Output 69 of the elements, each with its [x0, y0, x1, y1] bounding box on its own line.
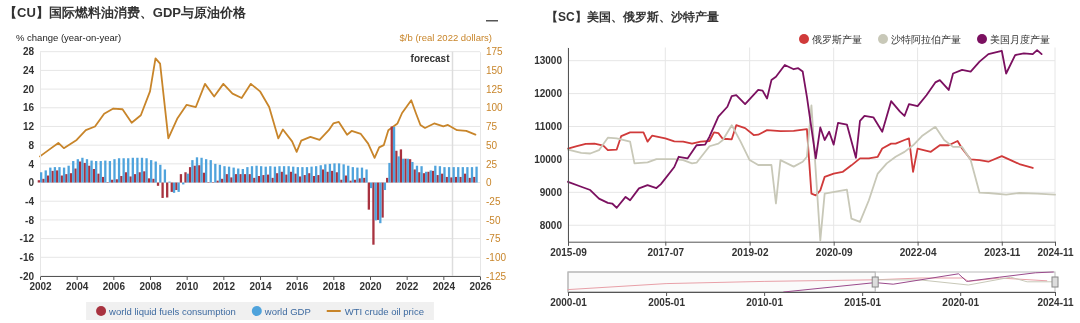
- y-tick-label: 28: [22, 46, 35, 58]
- x-tick-label: 2023-11: [984, 246, 1021, 258]
- x-tick-label: 2004: [66, 281, 89, 293]
- x-tick-label: 2015-01: [844, 297, 882, 309]
- ref-line-label: forecast: [410, 52, 451, 64]
- x-tick-label: 2026: [469, 281, 493, 293]
- x-tick-label: 2012: [212, 281, 236, 293]
- x-tick-label: 2024: [432, 281, 456, 293]
- x-tick-label: 2002: [29, 281, 53, 293]
- legend-label: world GDP: [263, 305, 311, 317]
- y2-tick-label: 25: [486, 158, 498, 170]
- y-tick-label: 24: [22, 65, 35, 77]
- y-tick-label: -16: [19, 252, 35, 264]
- chart-title: 【CU】国际燃料油消费、GDP与原油价格: [4, 5, 247, 20]
- y-tick-label: 12000: [534, 88, 563, 100]
- y-tick-label: 4: [28, 158, 35, 170]
- y2-tick-label: -75: [486, 233, 501, 245]
- x-tick-label: 2022-04: [899, 246, 937, 258]
- y2-tick-label: 50: [486, 139, 498, 151]
- y-tick-label: -8: [25, 214, 35, 226]
- y-tick-label: 10000: [534, 154, 563, 166]
- x-tick-label: 2024-11: [1037, 297, 1075, 309]
- x-tick-label: 2000-01: [550, 297, 588, 309]
- y-tick-label: 0: [28, 177, 35, 189]
- x-tick-label: 2019-02: [731, 246, 769, 258]
- y2-tick-label: -125: [486, 270, 507, 282]
- x-tick-label: 2022: [396, 281, 419, 293]
- y2-tick-label: -100: [486, 252, 507, 264]
- y2-tick-label: 100: [486, 102, 504, 114]
- x-tick-label: 2015-09: [550, 246, 588, 258]
- x-tick-label: 2020-09: [815, 246, 853, 258]
- y-tick-label: 16: [22, 102, 35, 114]
- x-tick-label: 2018: [322, 281, 346, 293]
- legend-label: 俄罗斯产量: [812, 33, 862, 45]
- y-tick-label: 11000: [534, 121, 563, 133]
- y2-axis-title: $/b (real 2022 dollars): [399, 31, 492, 43]
- chart-title: 【SC】美国、俄罗斯、沙特产量: [546, 10, 719, 24]
- y2-tick-label: -25: [486, 195, 501, 207]
- y-tick-label: -12: [19, 233, 35, 245]
- legend-label: 美国月度产量: [990, 33, 1050, 45]
- x-tick-label: 2005-01: [648, 297, 686, 309]
- x-tick-label: 2017-07: [647, 246, 685, 258]
- x-tick-label: 2020-01: [942, 297, 980, 309]
- legend-label: world liquid fuels consumption: [108, 305, 236, 317]
- x-tick-label: 2008: [139, 281, 163, 293]
- y-tick-label: 8000: [539, 219, 563, 231]
- y-axis-title: % change (year-on-year): [16, 31, 122, 43]
- y2-tick-label: 0: [486, 177, 492, 189]
- x-tick-label: 2024-11: [1037, 246, 1075, 258]
- x-tick-label: 2016: [286, 281, 309, 293]
- y2-tick-label: 175: [486, 46, 504, 58]
- x-tick-label: 2010: [176, 281, 199, 293]
- y-tick-label: 13000: [534, 55, 563, 67]
- y-tick-label: 20: [22, 83, 35, 95]
- y-tick-label: 8: [28, 139, 35, 151]
- y-tick-label: -4: [25, 195, 35, 207]
- x-tick-label: 2020: [359, 281, 383, 293]
- x-tick-label: 2014: [249, 281, 273, 293]
- y-tick-label: 12: [22, 121, 35, 133]
- y-tick-label: -20: [19, 270, 35, 282]
- x-tick-label: 2006: [102, 281, 126, 293]
- legend-label: 沙特阿拉伯产量: [891, 33, 961, 45]
- y2-tick-label: 125: [486, 83, 504, 95]
- legend-label: WTI crude oil price: [344, 305, 424, 317]
- x-tick-label: 2010-01: [746, 297, 784, 309]
- y2-tick-label: 150: [486, 65, 504, 77]
- y2-tick-label: 75: [486, 121, 498, 133]
- y2-tick-label: -50: [486, 214, 501, 226]
- y-tick-label: 9000: [539, 187, 563, 199]
